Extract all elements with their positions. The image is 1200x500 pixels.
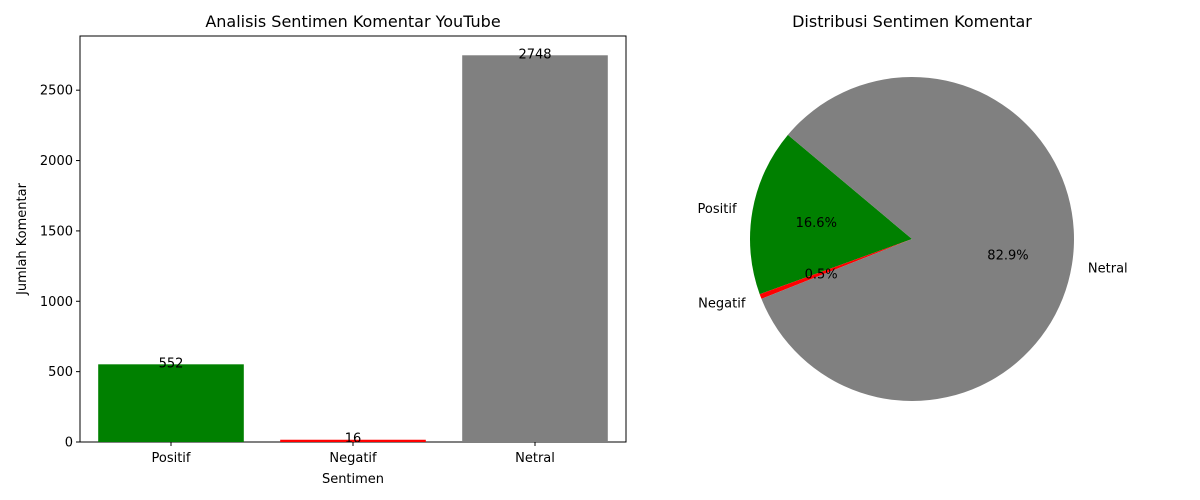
bar-chart: Analisis Sentimen Komentar YouTube 552 16… bbox=[15, 12, 627, 487]
pie-slice-netral bbox=[761, 77, 1074, 402]
pie-slice-label: Positif bbox=[698, 202, 737, 217]
x-tick-label: Netral bbox=[515, 451, 555, 466]
pie-percent-label: 16.6% bbox=[796, 216, 837, 231]
bar-x-axis: Positif Negatif Netral bbox=[152, 442, 555, 466]
bar-value-label: 2748 bbox=[518, 47, 551, 62]
bar-chart-xlabel: Sentimen bbox=[322, 472, 384, 487]
bar-value-label: 552 bbox=[159, 356, 184, 371]
x-tick-label: Negatif bbox=[329, 451, 377, 466]
x-tick-label: Positif bbox=[152, 451, 191, 466]
y-tick-label: 1500 bbox=[40, 224, 73, 239]
bar-negatif bbox=[280, 439, 426, 442]
pie-slice-label: Netral bbox=[1088, 261, 1128, 276]
pie-slices bbox=[750, 77, 1074, 402]
bar-netral bbox=[462, 55, 608, 442]
bar-chart-title: Analisis Sentimen Komentar YouTube bbox=[205, 12, 500, 31]
pie-chart-title: Distribusi Sentimen Komentar bbox=[792, 12, 1032, 31]
y-tick-label: 2000 bbox=[40, 154, 73, 169]
pie-percent-label: 0.5% bbox=[805, 268, 838, 283]
y-tick-label: 1000 bbox=[40, 295, 73, 310]
y-tick-label: 0 bbox=[65, 436, 73, 451]
bar-marks: 552 16 2748 bbox=[98, 47, 608, 447]
pie-percent-label: 82.9% bbox=[987, 248, 1028, 263]
pie-chart: Distribusi Sentimen Komentar Positif 16.6… bbox=[698, 12, 1128, 402]
bar-positif bbox=[98, 364, 244, 442]
y-tick-label: 500 bbox=[48, 365, 73, 380]
bar-chart-ylabel: Jumlah Komentar bbox=[15, 182, 30, 295]
bar-y-axis: 0 500 1000 1500 2000 2500 bbox=[40, 84, 80, 451]
bar-value-label: 16 bbox=[345, 432, 362, 447]
pie-slice-label: Negatif bbox=[698, 296, 746, 311]
pie-slice-positif bbox=[750, 134, 912, 295]
y-tick-label: 2500 bbox=[40, 84, 73, 99]
pie-slice-negatif bbox=[759, 239, 912, 299]
pie-labels: Positif 16.6% Negatif 0.5% Netral 82.9% bbox=[698, 202, 1128, 311]
